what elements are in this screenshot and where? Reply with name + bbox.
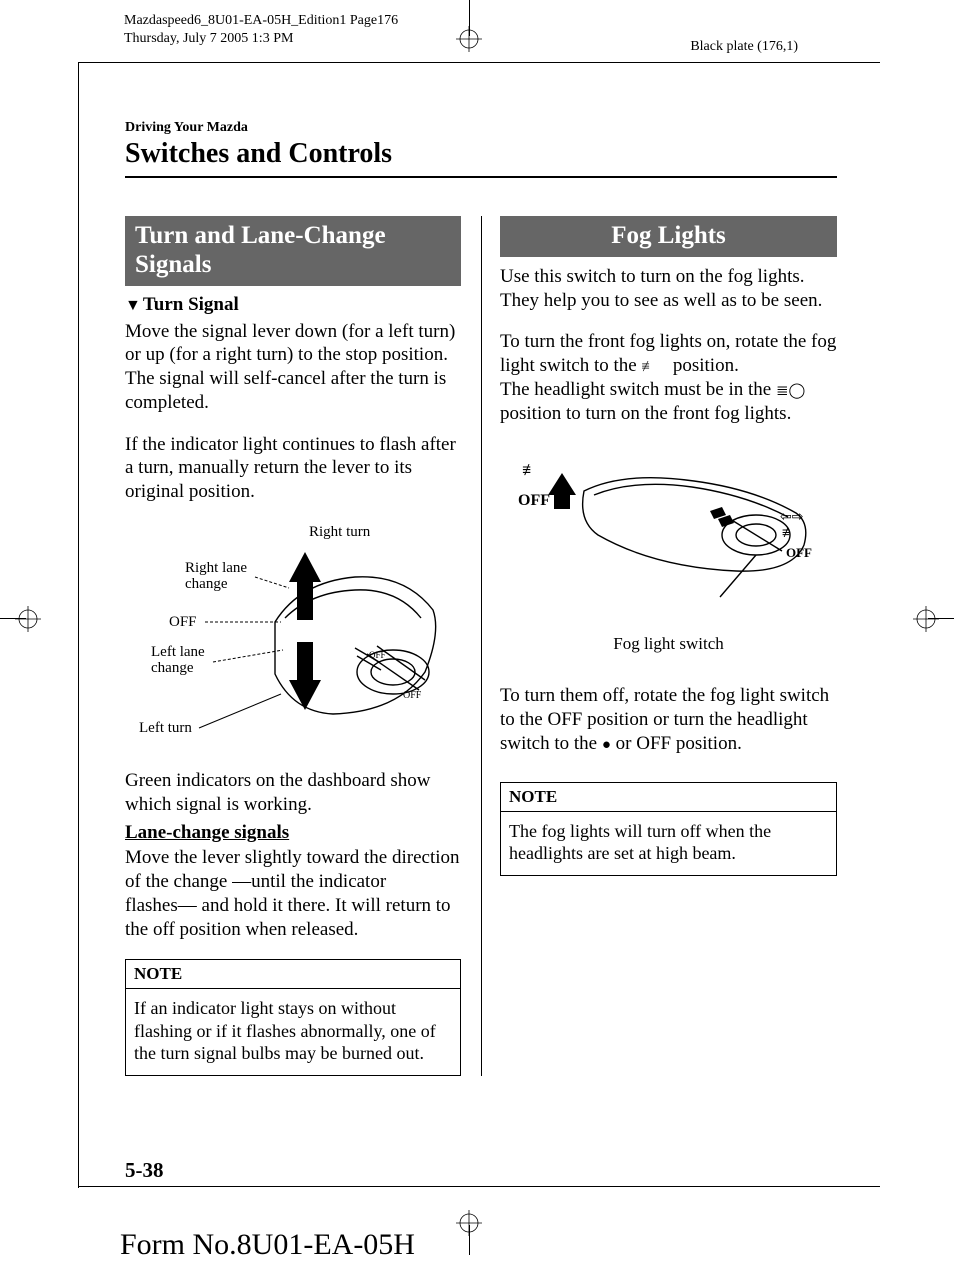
paragraph-4: Move the lever slightly toward the direc… (125, 846, 461, 941)
header-title: Switches and Controls (125, 138, 837, 170)
label-off: OFF (169, 614, 197, 630)
fog-light-icon: ≢⃝ (641, 359, 668, 375)
fog-icon-right: ≢⃝ (782, 526, 807, 541)
header-section: Driving Your Mazda (125, 120, 837, 136)
label-left-lane-1: Left lane (151, 644, 205, 660)
fog-light-diagram: ≢⃝ OFF ≢⃝ ⇦⇨ OFF (504, 451, 834, 626)
paragraph-2: If the indicator light continues to flas… (125, 433, 461, 504)
fog-diagram-caption: Fog light switch (500, 634, 837, 654)
label-right-lane-2: change (185, 576, 228, 592)
subsection-turn-signal-text: Turn Signal (143, 294, 239, 315)
paragraph-r2b: position. (668, 355, 739, 376)
arrow-up-icon (548, 473, 576, 509)
note-body-right: The fog lights will turn off when the he… (501, 812, 836, 875)
stalk-off-top: OFF (369, 650, 386, 660)
page-header: Driving Your Mazda Switches and Controls (125, 120, 837, 178)
label-left-turn: Left turn (139, 720, 192, 736)
registration-mark-top (456, 26, 482, 57)
registration-mark-left (15, 606, 41, 637)
paragraph-r4b: or OFF position. (611, 733, 742, 754)
note-title-right: NOTE (501, 783, 836, 812)
subsection-lane-change: Lane-change signals (125, 822, 461, 844)
header-rule (125, 176, 837, 178)
paragraph-r3: The headlight switch must be in the ≣◯ p… (500, 378, 837, 426)
label-off-left: OFF (518, 492, 550, 509)
paragraph-3: Green indicators on the dashboard show w… (125, 769, 461, 817)
headlight-icon: ≣◯ (776, 383, 805, 399)
triangle-marker-icon: ▼ (125, 297, 141, 314)
paragraph-1: Move the signal lever down (for a left t… (125, 320, 461, 415)
label-right-turn: Right turn (309, 524, 371, 540)
paragraph-r1: Use this switch to turn on the fog light… (500, 265, 837, 313)
note-box-left: NOTE If an indicator light stays on with… (125, 959, 461, 1076)
left-column: Turn and Lane-Change Signals ▼Turn Signa… (125, 216, 481, 1076)
registration-mark-bottom (456, 1210, 482, 1241)
dot-icon: ● (602, 737, 611, 753)
registration-mark-right (913, 606, 939, 637)
stalk-off-bottom: OFF (403, 690, 422, 701)
paragraph-r3a: The headlight switch must be in the (500, 379, 776, 400)
label-left-lane-2: change (151, 660, 194, 676)
file-line-1: Mazdaspeed6_8U01-EA-05H_Edition1 Page176 (124, 12, 398, 30)
page-frame-top (78, 62, 880, 63)
right-column: Fog Lights Use this switch to turn on th… (481, 216, 837, 1076)
black-plate-label: Black plate (176,1) (690, 39, 798, 55)
page-number: 5-38 (125, 1158, 164, 1183)
form-number: Form No.8U01-EA-05H (120, 1228, 415, 1262)
page-frame-bottom (78, 1186, 880, 1187)
section-title-fog-lights: Fog Lights (500, 216, 837, 257)
page-frame-left (78, 62, 79, 1188)
section-title-turn-signals: Turn and Lane-Change Signals (125, 216, 461, 286)
fog-icon-top: ≢⃝ (522, 462, 550, 479)
note-box-right: NOTE The fog lights will turn off when t… (500, 782, 837, 876)
note-title-left: NOTE (126, 960, 460, 989)
paragraph-r4: To turn them off, rotate the fog light s… (500, 684, 837, 755)
subsection-turn-signal: ▼Turn Signal (125, 294, 461, 316)
label-right-lane-1: Right lane (185, 560, 247, 576)
file-line-2: Thursday, July 7 2005 1:3 PM (124, 30, 398, 48)
content-columns: Turn and Lane-Change Signals ▼Turn Signa… (125, 216, 837, 1076)
fog-switch-illustration (582, 478, 805, 597)
file-metadata: Mazdaspeed6_8U01-EA-05H_Edition1 Page176… (124, 12, 398, 47)
turn-signal-diagram: Right turn Right lane change OFF Left la… (125, 522, 461, 757)
paragraph-r3b: position to turn on the front fog lights… (500, 403, 791, 424)
note-body-left: If an indicator light stays on without f… (126, 989, 460, 1075)
paragraph-r2: To turn the front fog lights on, rotate … (500, 330, 837, 378)
